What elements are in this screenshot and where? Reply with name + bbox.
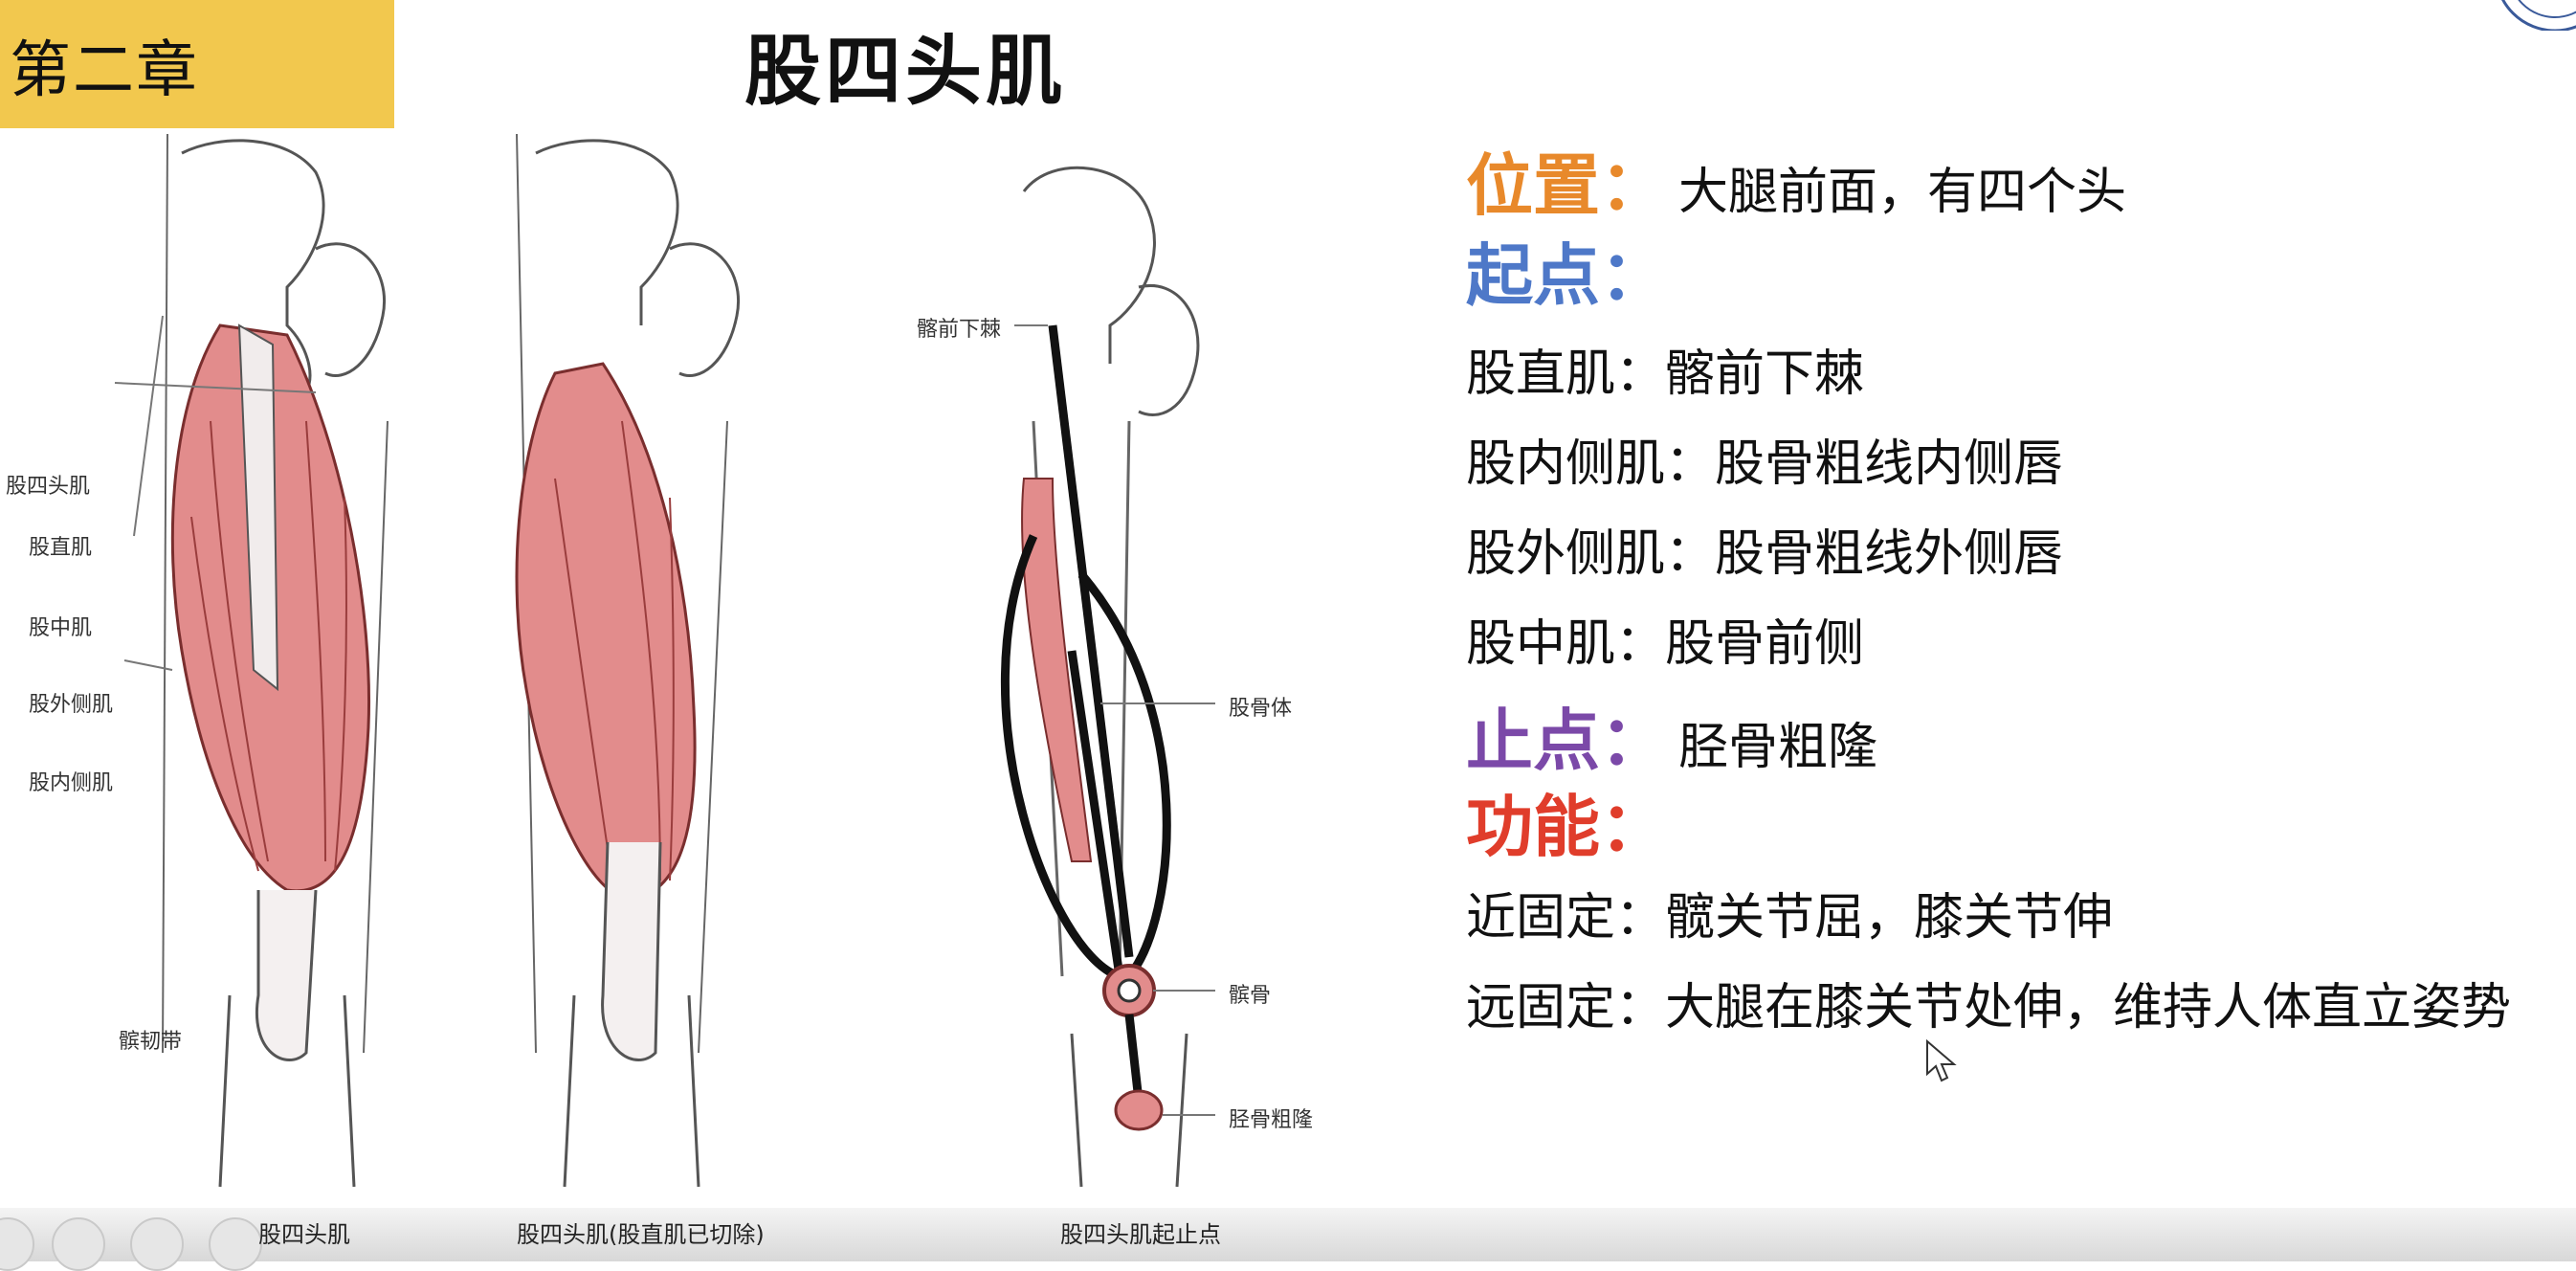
caption-fig1: 股四头肌: [258, 1221, 350, 1248]
insertion-row: 止点： 胫骨粗隆: [1466, 687, 1877, 784]
origin-item-intermedius: 股中肌：股骨前侧: [1466, 615, 1865, 673]
function-item-proximal: 近固定：髋关节屈，膝关节伸: [1466, 889, 2114, 947]
figure-quadriceps: [114, 134, 389, 1188]
figure-origin-insertion: [1000, 166, 1215, 1188]
origin-head: 起点：: [1466, 236, 1667, 315]
toolbar-pen-button[interactable]: [52, 1217, 105, 1271]
mouse-cursor-icon: [1926, 1039, 1957, 1082]
anatomy-figures: [114, 134, 1215, 1188]
position-text: 大腿前面，有四个头: [1678, 164, 2127, 221]
label-quadriceps: 股四头肌: [6, 475, 91, 499]
figure-quadriceps-rf-removed: [515, 134, 740, 1188]
function-item-distal: 远固定：大腿在膝关节处伸，维持人体直立姿势: [1466, 979, 2512, 1037]
insertion-head: 止点：: [1466, 702, 1667, 780]
toolbar-zoom-button[interactable]: [209, 1217, 262, 1271]
position-head: 位置：: [1466, 146, 1667, 225]
insertion-text: 胫骨粗隆: [1678, 719, 1878, 776]
position-row: 位置： 大腿前面，有四个头: [1466, 132, 2126, 229]
label-vastus-lateralis: 股外侧肌: [29, 693, 114, 717]
origin-item-medialis: 股内侧肌：股骨粗线内侧唇: [1466, 435, 2064, 493]
slide-title: 股四头肌: [744, 27, 1066, 116]
chapter-tab: 第二章: [0, 0, 394, 128]
label-vastus-intermedius: 股中肌: [29, 616, 93, 640]
label-vastus-medialis: 股内侧肌: [29, 771, 114, 795]
origin-item-rectus: 股直肌：髂前下棘: [1466, 346, 1865, 403]
origin-item-lateralis: 股外侧肌：股骨粗线外侧唇: [1466, 525, 2064, 583]
university-logo-icon: [2501, 0, 2576, 31]
function-head: 功能：: [1466, 788, 1667, 866]
label-aiis: 髂前下棘: [917, 318, 1002, 342]
toolbar-grid-button[interactable]: [130, 1217, 184, 1271]
label-femur-body: 股骨体: [1229, 697, 1293, 721]
label-rectus-femoris: 股直肌: [29, 536, 93, 560]
chapter-label: 第二章: [10, 35, 199, 106]
bottom-toolbar: [0, 1208, 2576, 1261]
caption-fig3: 股四头肌起止点: [1060, 1221, 1221, 1248]
label-tibial-tuberosity: 胫骨粗隆: [1229, 1108, 1314, 1132]
label-patellar-ligament: 髌韧带: [119, 1030, 183, 1054]
label-patella: 髌骨: [1229, 984, 1272, 1008]
caption-fig2: 股四头肌(股直肌已切除): [517, 1221, 765, 1248]
